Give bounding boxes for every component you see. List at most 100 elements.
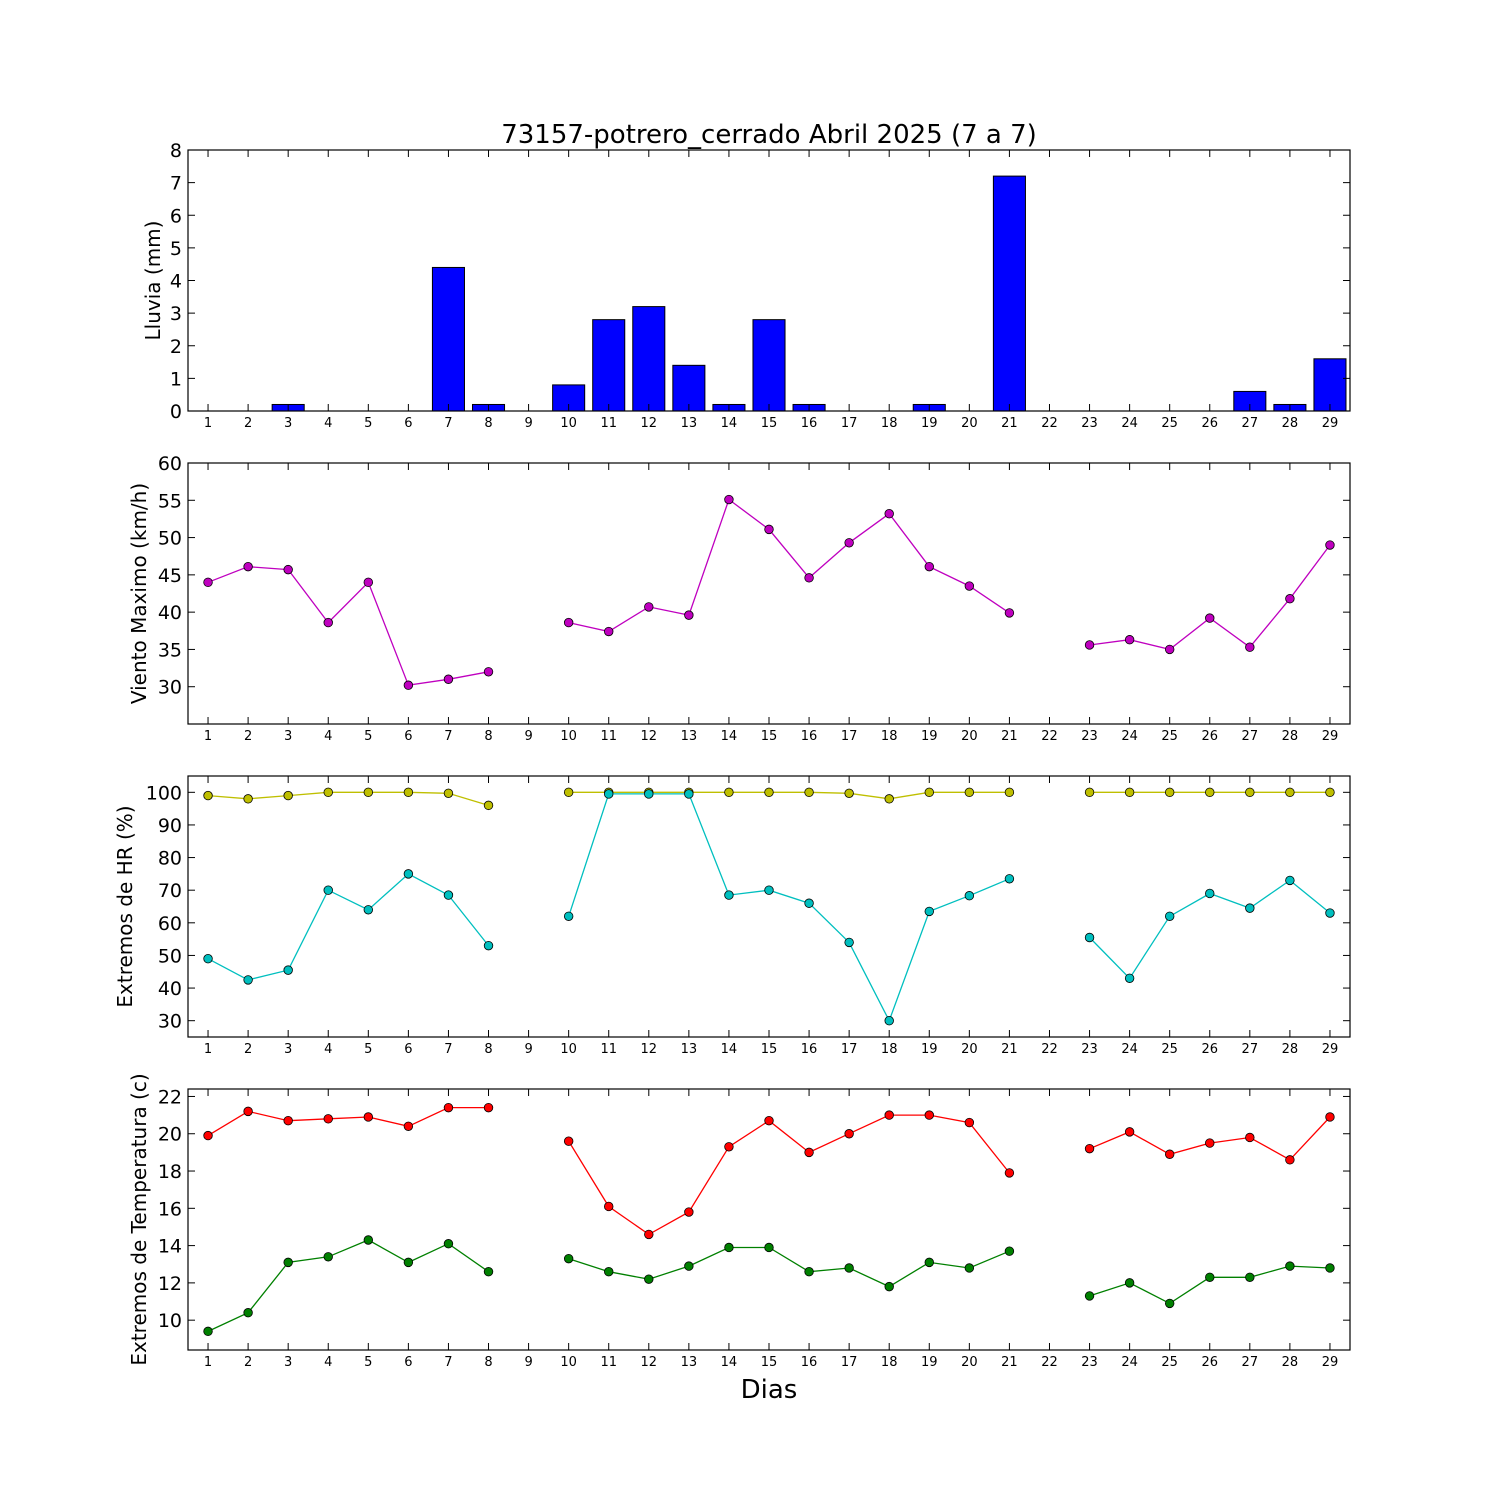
humidity-xtick-label: 27 (1242, 1042, 1259, 1057)
temperature-series-0-line-0 (207, 1106, 489, 1137)
rain-xtick-label: 1 (204, 416, 212, 431)
wind-series-0-point-day-12 (644, 602, 654, 612)
humidity-series-1-point-day-24 (1124, 973, 1135, 983)
wind-xtick-label: 20 (961, 729, 978, 744)
humidity-xtick-label: 23 (1081, 1042, 1098, 1057)
wind-series-0-point-day-23 (1084, 640, 1095, 650)
rain-bar-day-29 (1313, 358, 1347, 412)
humidity-series-1-point-day-17 (844, 937, 854, 948)
humidity-series-0-point-day-24 (1124, 787, 1135, 798)
temperature-xtick-label: 17 (841, 1355, 858, 1370)
humidity-xtick-label: 28 (1282, 1042, 1299, 1057)
humidity-series-1-point-day-16 (804, 898, 814, 908)
humidity-xtick-label: 14 (721, 1042, 738, 1057)
humidity-xtick-label: 1 (204, 1042, 212, 1057)
humidity-xtick-label: 16 (801, 1042, 818, 1057)
temperature-xtick-label: 3 (284, 1355, 292, 1370)
humidity-series-1-point-day-3 (283, 965, 293, 975)
wind-xtick-label: 21 (1001, 729, 1018, 744)
rain-bar-day-12 (632, 306, 666, 412)
humidity-series-0-point-day-15 (764, 787, 774, 798)
wind-series-0-point-day-21 (1004, 608, 1015, 618)
humidity-series-0-point-day-28 (1285, 787, 1295, 798)
wind-series-0-point-day-25 (1164, 644, 1175, 655)
temperature-xtick-label: 21 (1001, 1355, 1018, 1370)
wind-series-0-line-0 (207, 566, 489, 686)
rain-xtick-label: 20 (961, 416, 978, 431)
wind-series-0-point-day-29 (1325, 540, 1335, 550)
humidity-series-1-point-day-14 (724, 890, 734, 900)
wind-y-axis-label: Viento Maximo (km/h) (127, 483, 151, 704)
wind-ytick-label: 55 (158, 490, 182, 512)
humidity-series-1-point-day-10 (563, 911, 574, 921)
humidity-ytick-label: 40 (158, 978, 182, 1000)
humidity-series-0-point-day-20 (964, 787, 975, 798)
temperature-series-0-point-day-17 (844, 1129, 854, 1139)
temperature-series-1-point-day-17 (844, 1263, 854, 1273)
temperature-series-1-point-day-8 (483, 1266, 494, 1277)
wind-series-0-point-day-27 (1245, 642, 1255, 652)
humidity-series-1-line-1 (568, 793, 1010, 1023)
temperature-ytick-label: 18 (158, 1161, 182, 1183)
rain-xtick-label: 19 (921, 416, 938, 431)
wind-xtick-label: 27 (1242, 729, 1259, 744)
wind-xtick-label: 18 (881, 729, 898, 744)
temperature-xtick-label: 25 (1161, 1355, 1178, 1370)
temperature-xtick-label: 10 (560, 1355, 577, 1370)
humidity-series-0-point-day-3 (283, 790, 293, 801)
humidity-series-1-point-day-15 (764, 885, 774, 895)
temperature-series-0-point-day-8 (483, 1102, 494, 1113)
temperature-xtick-label: 27 (1242, 1355, 1259, 1370)
rain-xtick-label: 27 (1242, 416, 1259, 431)
temperature-series-0-point-day-7 (443, 1102, 454, 1113)
temperature-series-1-point-day-11 (604, 1266, 614, 1277)
humidity-series-1-point-day-19 (924, 906, 934, 917)
temperature-xtick-label: 18 (881, 1355, 898, 1370)
wind-series-0-point-day-10 (563, 617, 574, 628)
humidity-xtick-label: 15 (761, 1042, 778, 1057)
temperature-series-0-point-day-25 (1164, 1149, 1175, 1159)
rain-xtick-label: 14 (721, 416, 738, 431)
humidity-series-1-point-day-5 (363, 905, 374, 915)
wind-series-0-point-day-1 (203, 577, 213, 588)
humidity-xtick-label: 11 (600, 1042, 617, 1057)
humidity-series-0-point-day-14 (724, 787, 734, 798)
rain-xtick-label: 16 (801, 416, 818, 431)
humidity-series-0-point-day-29 (1325, 787, 1335, 798)
wind-ytick-label: 60 (158, 453, 182, 475)
rain-xtick-label: 9 (524, 416, 532, 431)
humidity-ytick-label: 60 (158, 913, 182, 935)
humidity-xtick-label: 19 (921, 1042, 938, 1057)
wind-series-0-point-day-19 (924, 561, 934, 572)
rain-bar-day-21 (992, 175, 1026, 412)
wind-ytick-label: 45 (158, 565, 182, 587)
temperature-series-0-point-day-10 (563, 1136, 574, 1146)
temperature-series-1-point-day-6 (403, 1257, 414, 1268)
humidity-series-0-point-day-21 (1004, 787, 1015, 798)
temperature-series-1-point-day-2 (243, 1308, 253, 1318)
humidity-series-1-point-day-23 (1084, 932, 1095, 943)
humidity-series-1-point-day-27 (1245, 903, 1255, 913)
temperature-series-0-point-day-20 (964, 1117, 975, 1128)
temperature-axes-frame (187, 1088, 1351, 1351)
humidity-xtick-label: 3 (284, 1042, 292, 1057)
temperature-xtick-label: 9 (524, 1355, 532, 1370)
humidity-xtick-label: 10 (560, 1042, 577, 1057)
temperature-series-1-point-day-29 (1325, 1263, 1335, 1273)
temperature-ytick-label: 16 (158, 1198, 182, 1220)
rain-xtick-label: 15 (761, 416, 778, 431)
humidity-series-1-point-day-7 (443, 890, 454, 900)
temperature-xtick-label: 11 (600, 1355, 617, 1370)
rain-ytick-label: 7 (170, 173, 182, 195)
rain-xtick-label: 5 (364, 416, 372, 431)
wind-xtick-label: 10 (560, 729, 577, 744)
temperature-series-0-point-day-12 (644, 1229, 654, 1240)
wind-xtick-label: 11 (600, 729, 617, 744)
humidity-ytick-label: 30 (158, 1011, 182, 1033)
rain-xtick-label: 25 (1161, 416, 1178, 431)
wind-xtick-label: 3 (284, 729, 292, 744)
humidity-series-1-point-day-25 (1164, 911, 1175, 921)
temperature-series-0-point-day-11 (604, 1201, 614, 1212)
rain-bar-day-7 (431, 266, 465, 412)
wind-xtick-label: 6 (404, 729, 412, 744)
